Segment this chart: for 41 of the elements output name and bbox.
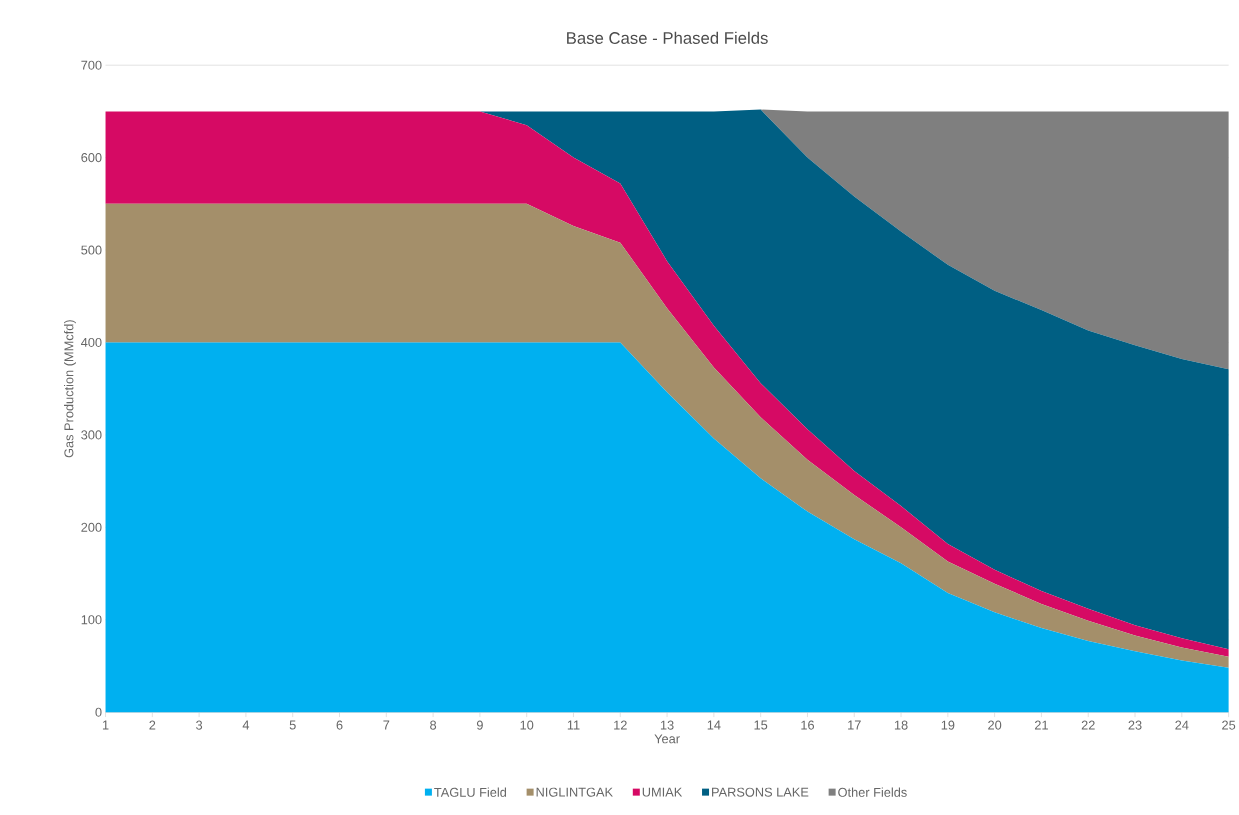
y-tick-label: 0 [95,707,102,717]
legend-label: Other Fields [838,787,907,797]
legend-label: TAGLU Field [434,787,507,797]
x-tick-label: 25 [1222,720,1236,730]
x-tick-label: 3 [196,720,203,730]
x-tick-label: 10 [520,720,534,730]
x-tick-label: 24 [1175,720,1189,730]
x-tick-label: 20 [988,720,1002,730]
x-tick-label: 7 [383,720,390,730]
x-tick-label: 4 [242,720,250,730]
legend-label: NIGLINTGAK [536,787,613,797]
y-tick-label: 600 [81,153,102,163]
y-tick-label: 500 [81,245,102,255]
x-tick-label: 23 [1128,720,1142,730]
x-axis-title: Year [654,734,680,744]
x-tick-label: 15 [754,720,768,730]
y-tick-label: 100 [81,615,102,625]
x-tick-label: 1 [102,720,109,730]
x-tick-label: 2 [149,720,156,730]
x-tick-label: 21 [1034,720,1048,730]
x-tick-label: 9 [476,720,483,730]
legend-label: PARSONS LAKE [712,787,809,797]
y-tick-label: 200 [81,522,102,532]
y-axis-title: Gas Production (MMcfd) [64,320,76,458]
x-tick-label: 13 [660,720,674,730]
legend-label: UMIAK [642,787,683,797]
x-tick-label: 12 [614,720,627,730]
x-tick-label: 19 [941,720,955,730]
x-tick-label: 22 [1081,720,1095,730]
x-tick-label: 5 [289,720,296,730]
x-tick-label: 8 [430,720,437,730]
x-tick-label: 17 [848,720,861,730]
x-tick-label: 18 [894,720,908,730]
y-tick-label: 300 [81,430,102,440]
chart-title: Base Case - Phased Fields [567,31,768,45]
y-tick-label: 700 [81,60,102,70]
x-tick-label: 6 [336,720,343,730]
x-tick-label: 11 [567,720,580,730]
x-tick-label: 14 [707,720,721,730]
x-tick-label: 16 [801,720,815,730]
y-tick-label: 400 [81,337,102,348]
